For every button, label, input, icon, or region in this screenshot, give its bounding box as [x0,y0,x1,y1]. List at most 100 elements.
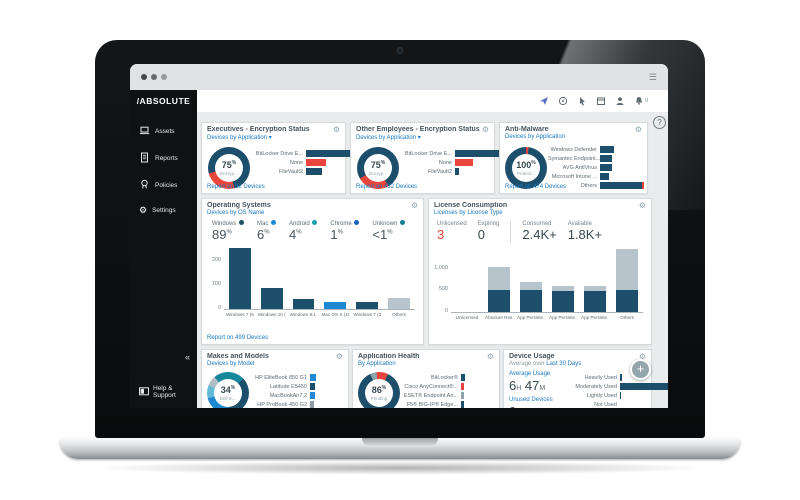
card-subtitle-link[interactable]: Devices by Model [207,361,255,367]
usage-period-link[interactable]: Last 30 Days [546,361,582,367]
report-link[interactable]: Report on 432 Devices [356,184,418,190]
card-subtitle-link[interactable]: Licenses by License Type [434,210,503,216]
chart-column[interactable] [324,301,347,309]
chart-column[interactable] [260,288,283,309]
card-settings-icon[interactable]: ⚙ [638,201,646,210]
chart-column[interactable] [616,249,638,312]
card-settings-icon[interactable]: ⚙ [410,201,418,210]
bar[interactable] [455,150,510,157]
chart-column[interactable] [552,286,574,312]
report-link[interactable]: Report on 474 Devices [505,184,567,190]
bar-track [310,392,344,399]
encryption-donut-chart[interactable]: 75% Encryp... [357,147,399,189]
average-usage-link[interactable]: Average Usage [509,371,551,377]
window-chrome: ☰ [130,64,668,90]
bar[interactable] [600,164,612,171]
window-dot-minimize[interactable] [151,74,157,80]
user-icon[interactable] [615,96,625,106]
sidebar-item-policies[interactable]: Policies [130,172,197,199]
sidebar-item-assets[interactable]: Assets [130,118,197,145]
chart-x-label: Others [620,315,634,320]
card-settings-icon[interactable]: ⚙ [634,125,642,134]
card-subtitle-link[interactable]: Devices by Application ▾ [207,135,272,141]
card-subtitle-link[interactable]: Devices by Application [505,134,566,140]
add-widget-button[interactable]: + [630,359,651,380]
card-settings-icon[interactable]: ⚙ [335,352,343,361]
chart-column[interactable] [520,281,542,312]
stat-unlicensed: Unlicensed 3 [437,221,467,242]
bar[interactable] [620,383,668,390]
sidebar-item-settings[interactable]: ⚙ Settings [130,199,197,221]
cursor-icon[interactable] [577,96,587,106]
bell-icon[interactable]: 0 [634,96,648,106]
window-dot-close[interactable] [141,74,147,80]
bar[interactable] [461,383,464,390]
bar[interactable] [310,374,316,381]
card-makes-models: Makes and Models ⚙ Devices by Model 34% De… [201,349,349,408]
bar-tip [642,182,644,189]
chart-segment [488,290,510,312]
card-subtitle-link[interactable]: Devices by Application ▾ [356,135,421,141]
bar-row: BitLocker Drive E... [403,150,510,157]
bar-track [310,383,344,390]
chart-column[interactable] [229,248,251,309]
bar-row: Heavily Used [572,374,647,381]
card-settings-icon[interactable]: ⚙ [481,125,489,134]
chart-segment [260,288,283,309]
chart-column[interactable] [356,302,379,309]
apphealth-donut-chart[interactable]: 86% Pending [358,372,400,408]
sidebar-item-reports[interactable]: Reports [130,145,197,172]
bar-label: F5® BIG-IP® Edge... [406,401,458,408]
card-subtitle-link[interactable]: By Application [358,361,396,367]
header-actions: 0 [197,90,668,112]
help-support[interactable]: Help & Support [139,385,197,399]
bar[interactable] [310,383,315,390]
app-body: Assets Reports Policies [130,112,668,408]
bar[interactable] [455,159,473,166]
browser-menu-icon[interactable]: ☰ [648,71,657,82]
card-settings-icon[interactable]: ⚙ [486,352,494,361]
report-link[interactable]: Report on 32 Devices [207,184,265,190]
window-controls[interactable] [141,74,167,80]
card-settings-icon[interactable]: ⚙ [332,125,340,134]
bar[interactable] [455,168,459,175]
help-support-icon [139,386,149,398]
bar[interactable] [461,392,464,399]
help-icon[interactable]: ? [653,116,666,129]
bar[interactable] [600,146,614,153]
unused-devices-link[interactable]: Unused Devices [509,397,553,403]
bar[interactable] [306,159,326,166]
bar[interactable] [620,374,622,381]
bar[interactable] [461,401,464,408]
calendar-icon[interactable] [596,96,606,106]
sidebar-item-label: Assets [155,128,175,135]
chart-column[interactable] [388,298,410,309]
card-settings-icon[interactable]: ⚙ [638,352,646,361]
bar-label: AVG AntiVirus [562,164,597,171]
bar[interactable] [600,182,642,189]
chart-y-tick: 0 [217,305,221,311]
bar[interactable] [461,374,465,381]
report-link[interactable]: Report on 499 Devices [207,335,269,341]
chart-column[interactable] [584,286,606,312]
bar[interactable] [600,173,609,180]
sidebar-collapse-icon[interactable]: « [184,352,190,362]
card-subtitle-link[interactable]: Devices by OS Name [207,210,265,216]
bar[interactable] [306,168,322,175]
send-icon[interactable] [539,96,549,106]
bar[interactable] [310,392,315,399]
bar[interactable] [620,392,621,399]
encryption-donut-chart[interactable]: 75% Encryp... [208,147,250,189]
bar[interactable] [600,155,612,162]
chart-plot-area [451,247,643,313]
bar[interactable] [310,401,314,408]
bar[interactable] [306,150,362,157]
models-donut-chart[interactable]: 34% Dell In... [207,372,249,408]
chart-column[interactable] [292,299,315,309]
target-icon[interactable] [558,96,568,106]
bar-track [306,159,341,166]
chart-segment [584,286,606,291]
antimalware-donut-chart[interactable]: 100% Protect... [505,147,547,189]
chart-column[interactable] [488,266,510,312]
window-dot-maximize[interactable] [161,74,167,80]
